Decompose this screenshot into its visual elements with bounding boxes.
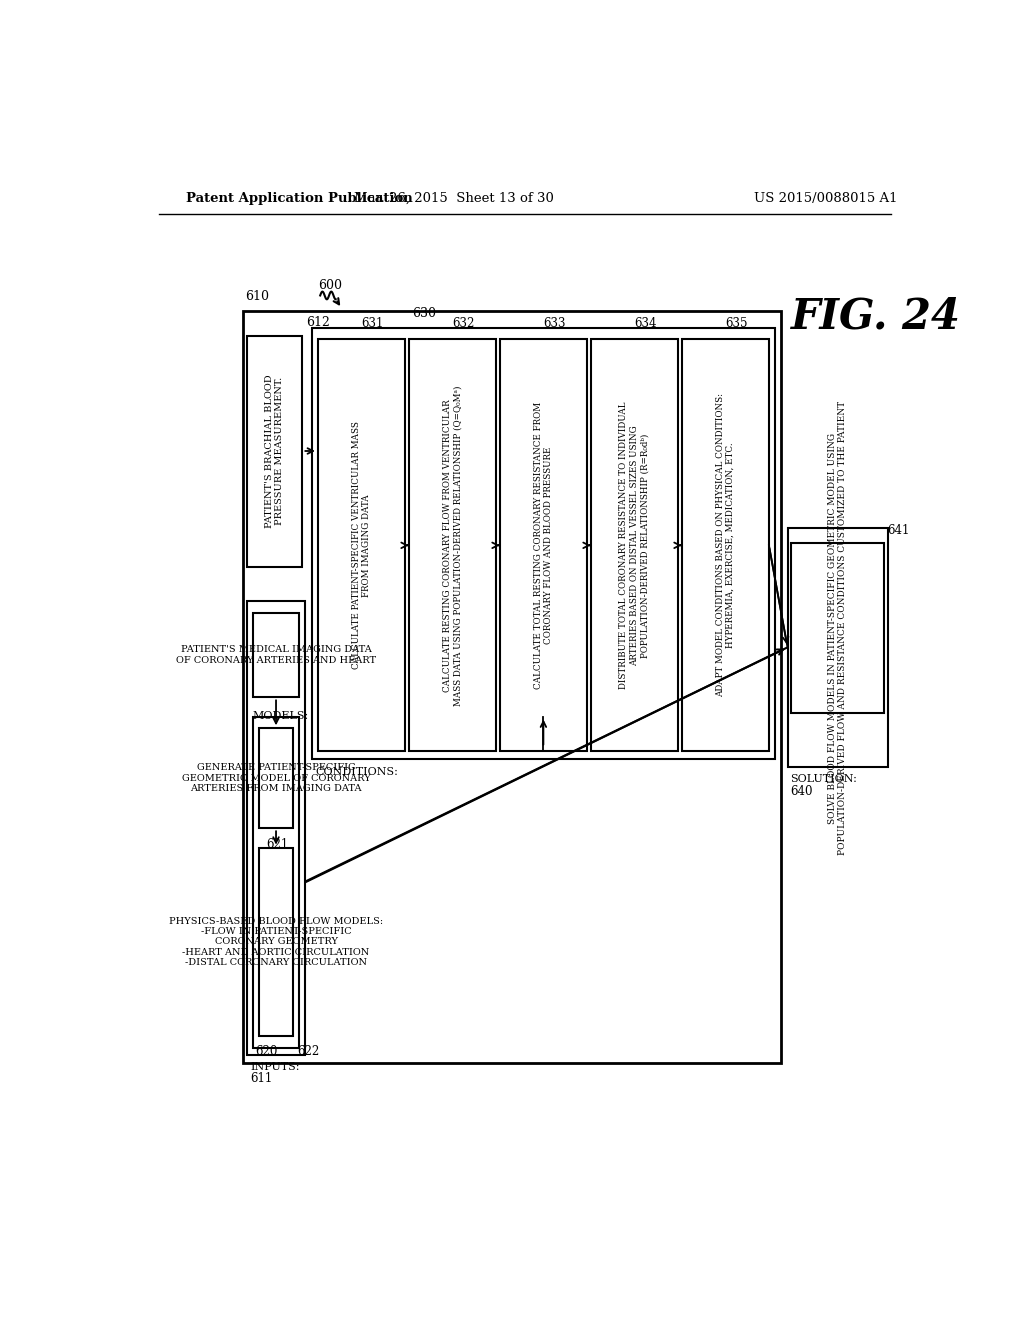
Bar: [259, 847, 293, 1036]
Bar: [409, 339, 496, 751]
Text: SOLVE BLOOD FLOW MODELS IN PATIENT-SPECIFIC GEOMETRIC MODEL USING
POPULATION-DER: SOLVE BLOOD FLOW MODELS IN PATIENT-SPECI…: [827, 401, 847, 855]
Text: GENERATE PATIENT-SPECIFIC
GEOMETRIC MODEL OF CORONARY
ARTERIES FROM IMAGING DATA: GENERATE PATIENT-SPECIFIC GEOMETRIC MODE…: [181, 763, 371, 793]
Bar: [259, 729, 293, 829]
Bar: [247, 335, 302, 566]
Bar: [253, 717, 299, 1048]
Text: INPUTS:: INPUTS:: [251, 1061, 300, 1072]
Bar: [682, 339, 769, 751]
Bar: [787, 528, 888, 767]
Bar: [247, 601, 305, 1056]
Text: 622: 622: [298, 1045, 319, 1059]
Text: PATIENT'S BRACHIAL BLOOD
PRESSURE MEASUREMENT.: PATIENT'S BRACHIAL BLOOD PRESSURE MEASUR…: [265, 374, 285, 528]
Text: 620: 620: [255, 1045, 278, 1059]
Text: DISTRIBUTE TOTAL CORONARY RESISTANCE TO INDIVIDUAL
ARTERIES BASED ON DISTAL VESS: DISTRIBUTE TOTAL CORONARY RESISTANCE TO …: [620, 401, 649, 689]
Text: PATIENT'S MEDICAL IMAGING DATA
OF CORONARY ARTERIES AND HEART: PATIENT'S MEDICAL IMAGING DATA OF CORONA…: [176, 645, 376, 665]
Text: Mar. 26, 2015  Sheet 13 of 30: Mar. 26, 2015 Sheet 13 of 30: [353, 191, 553, 205]
Bar: [243, 312, 781, 1063]
Text: US 2015/0088015 A1: US 2015/0088015 A1: [754, 191, 897, 205]
Text: PHYSICS-BASED BLOOD FLOW MODELS:
-FLOW IN PATIENT-SPECIFIC
CORONARY GEOMETRY
-HE: PHYSICS-BASED BLOOD FLOW MODELS: -FLOW I…: [169, 916, 383, 968]
Text: CALCULATE TOTAL RESTING CORONARY RESISTANCE FROM
CORONARY FLOW AND BLOOD PRESSUR: CALCULATE TOTAL RESTING CORONARY RESISTA…: [534, 401, 553, 689]
Bar: [792, 544, 884, 713]
Text: 631: 631: [361, 317, 384, 330]
Text: 632: 632: [453, 317, 475, 330]
Text: 635: 635: [725, 317, 748, 330]
Text: CALCULATE RESTING CORONARY FLOW FROM VENTRICULAR
MASS DATA USING POPULATION-DERI: CALCULATE RESTING CORONARY FLOW FROM VEN…: [442, 385, 462, 706]
Text: ADAPT MODEL CONDITIONS BASED ON PHYSICAL CONDITIONS:
HYPEREMIA, EXERCISE, MEDICA: ADAPT MODEL CONDITIONS BASED ON PHYSICAL…: [716, 393, 735, 697]
Text: Patent Application Publication: Patent Application Publication: [186, 191, 413, 205]
Text: 634: 634: [635, 317, 656, 330]
Text: 621: 621: [266, 838, 289, 850]
Text: 612: 612: [306, 317, 330, 330]
Bar: [253, 612, 299, 697]
Text: 633: 633: [544, 317, 566, 330]
Text: CALCULATE PATIENT-SPECIFIC VENTRICULAR MASS
FROM IMAGING DATA: CALCULATE PATIENT-SPECIFIC VENTRICULAR M…: [351, 421, 371, 669]
Text: 630: 630: [413, 308, 436, 321]
Text: 600: 600: [317, 279, 342, 292]
Text: MODELS:: MODELS:: [253, 711, 309, 721]
Text: 640: 640: [790, 785, 812, 799]
Bar: [591, 339, 678, 751]
Text: 641: 641: [888, 524, 910, 537]
Text: FIG. 24: FIG. 24: [791, 296, 961, 337]
Text: 610: 610: [245, 290, 269, 304]
Text: CONDITIONS:: CONDITIONS:: [315, 767, 398, 776]
Text: 611: 611: [251, 1072, 272, 1085]
Bar: [311, 327, 775, 759]
Bar: [317, 339, 404, 751]
Text: SOLUTION:: SOLUTION:: [790, 775, 857, 784]
Bar: [500, 339, 587, 751]
